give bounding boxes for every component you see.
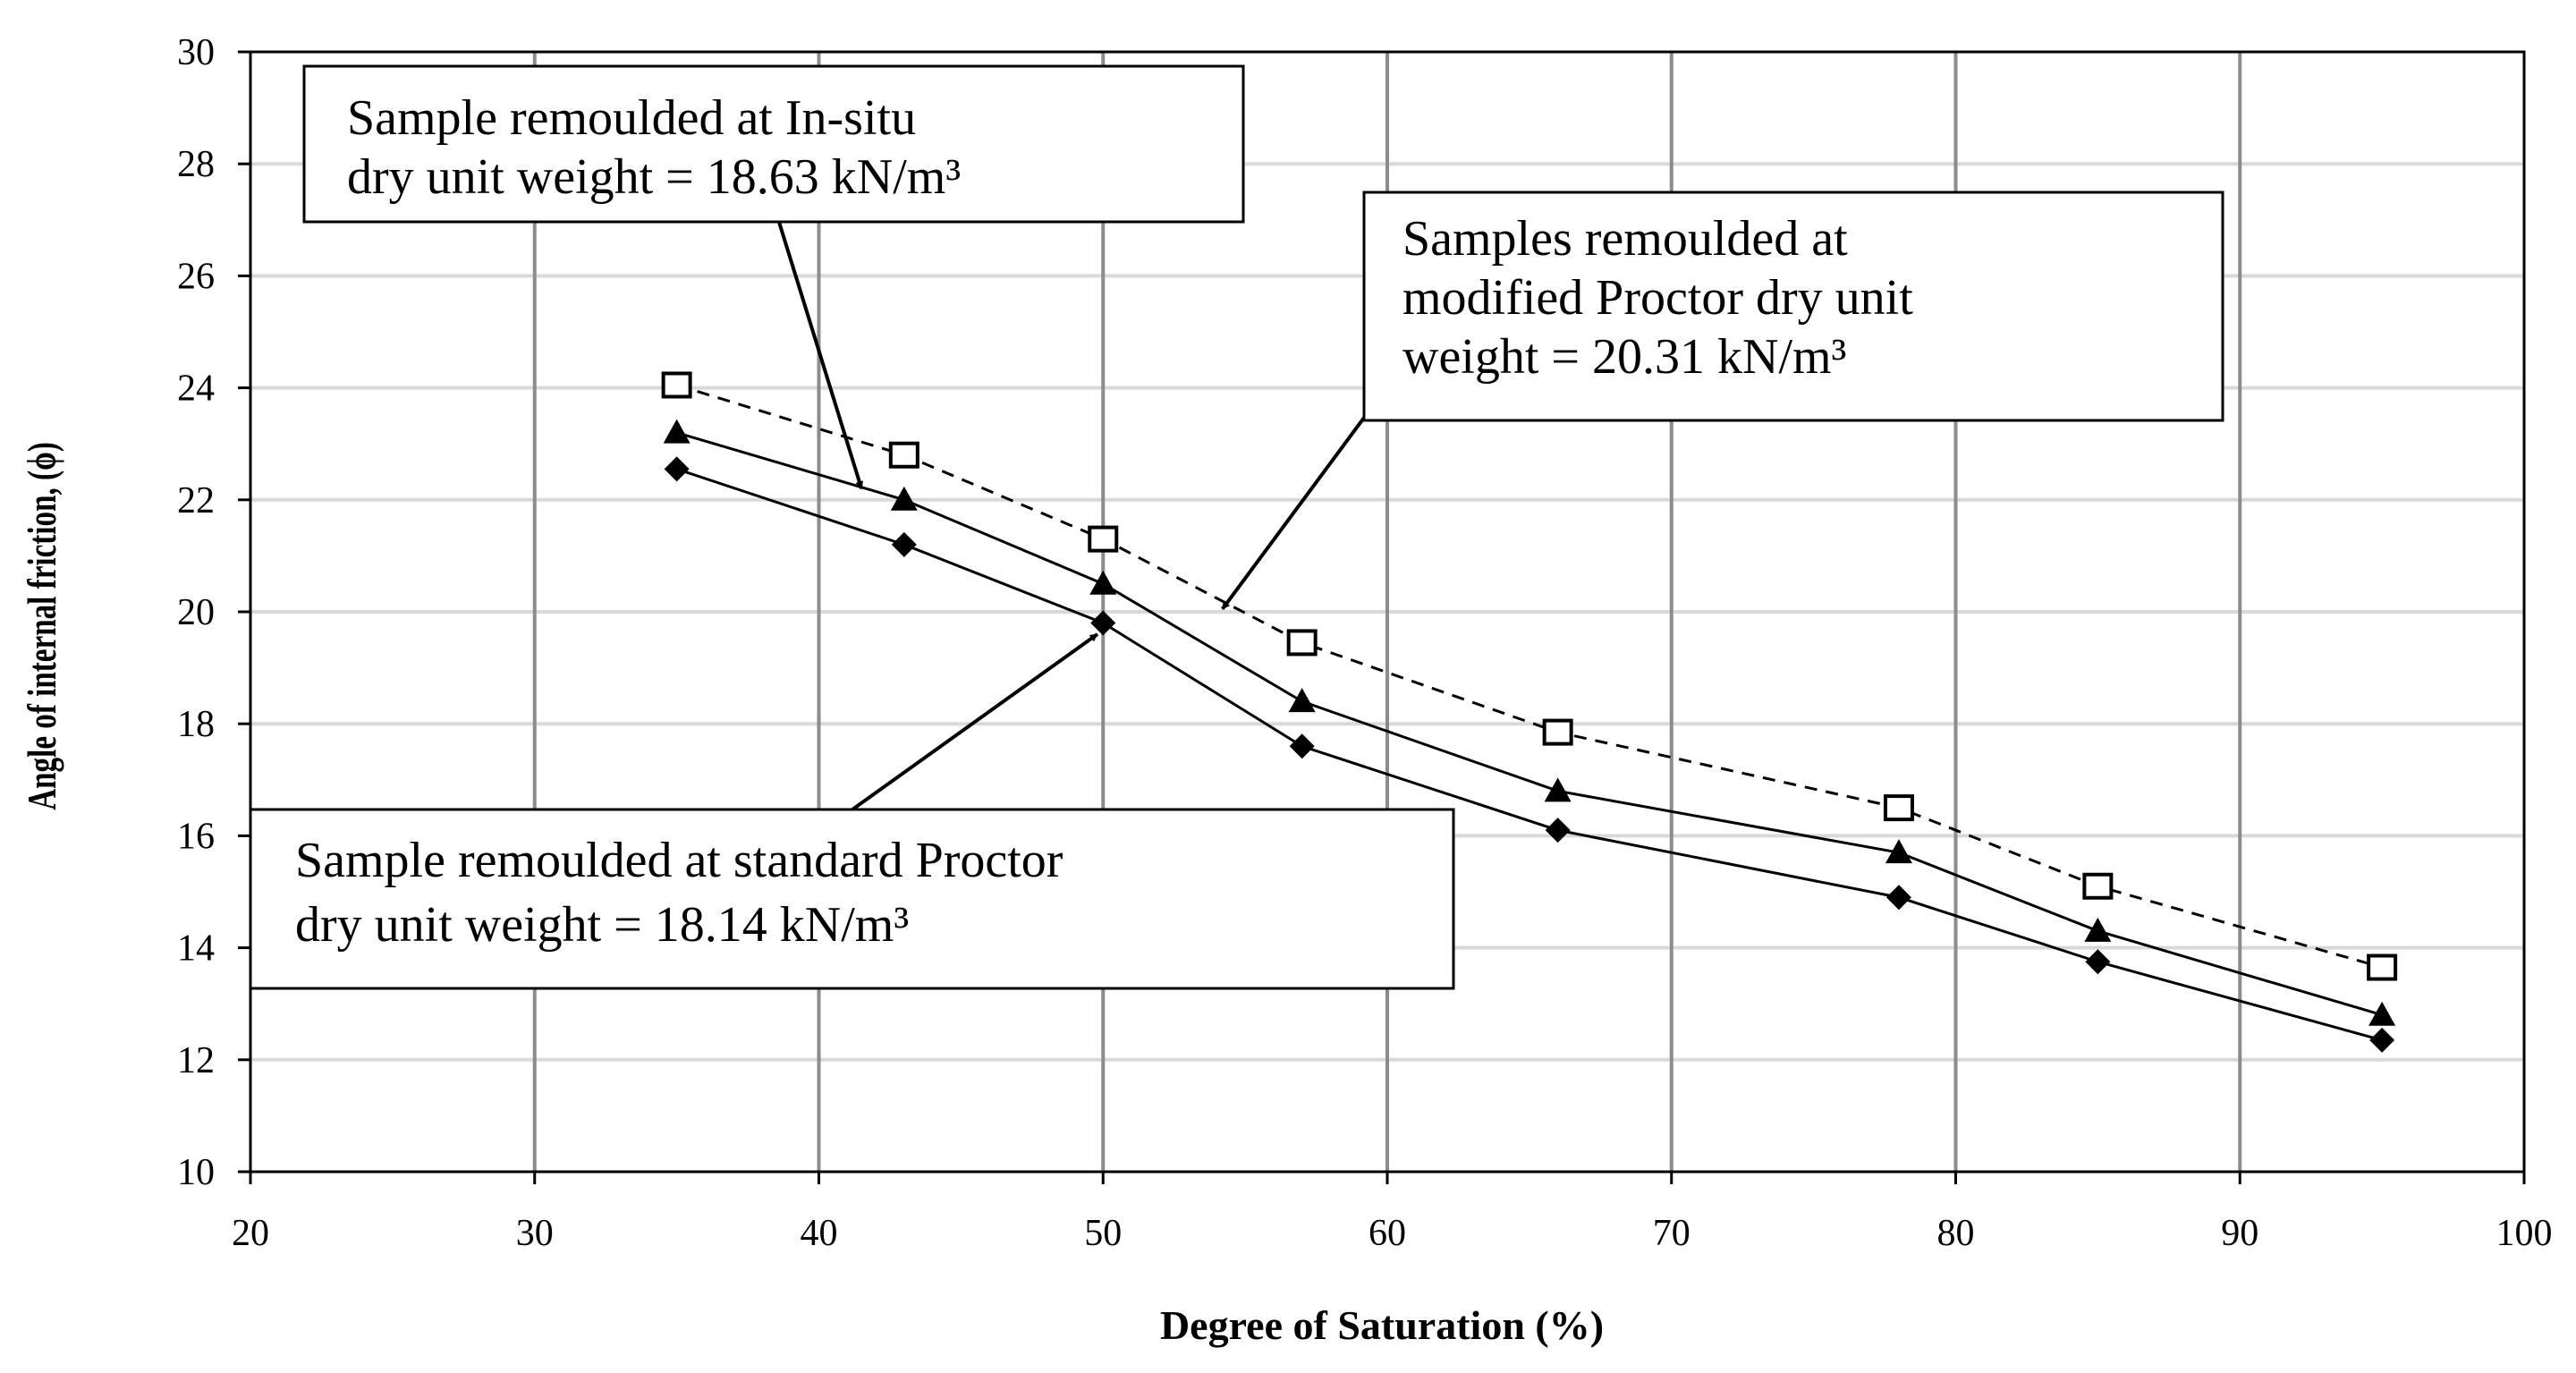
- annotation-arrow-modified: [1221, 416, 1366, 611]
- y-tick-label: 26: [177, 256, 215, 297]
- annotation-line: modified Proctor dry unit: [1402, 270, 1913, 326]
- x-tick-label: 80: [1937, 1213, 1975, 1254]
- data-point-diamond: [1545, 818, 1571, 843]
- x-tick-label: 50: [1084, 1213, 1122, 1254]
- data-point-square: [1286, 629, 1318, 657]
- x-tick-label: 30: [516, 1213, 554, 1254]
- data-point-square: [888, 441, 919, 469]
- annotation-arrow-standard: [851, 632, 1099, 811]
- x-axis-title: Degree of Saturation (%): [1160, 1302, 1604, 1348]
- data-point-square: [2082, 872, 2114, 900]
- annotation-box: [249, 808, 1455, 990]
- series-open-square: [661, 371, 2398, 981]
- y-tick-label: 16: [177, 816, 215, 857]
- data-point-triangle: [2084, 917, 2112, 942]
- annotation-line: dry unit weight = 18.14 kN/m³: [295, 897, 909, 953]
- data-point-diamond: [891, 531, 917, 557]
- series-line: [676, 467, 2383, 1042]
- y-axis-title: Angle of internal friction, (ϕ): [19, 442, 65, 810]
- data-point-diamond: [2085, 949, 2111, 975]
- x-tick-label: 20: [232, 1213, 269, 1254]
- data-point-diamond: [664, 456, 690, 482]
- data-point-square: [2367, 953, 2398, 981]
- data-point-triangle: [1544, 777, 1572, 802]
- axis-ticks: 10 12 14 16 18 20 22 24 26 28 30 20 30 40 50 60 70 80 90 10…: [177, 32, 2553, 1254]
- y-tick-label: 14: [177, 928, 215, 970]
- series-line: [676, 431, 2383, 1017]
- data-point-triangle: [1089, 570, 1117, 595]
- data-point-square: [1542, 718, 1573, 746]
- data-point-triangle: [1885, 839, 1912, 864]
- series-layer: [661, 371, 2398, 1053]
- series-triangle: [663, 419, 2396, 1026]
- x-tick-label: 60: [1368, 1213, 1406, 1254]
- x-tick-label: 90: [2221, 1213, 2258, 1254]
- y-tick-label: 24: [177, 369, 215, 410]
- data-point-triangle: [1288, 688, 1316, 713]
- y-tick-label: 18: [177, 704, 215, 745]
- annotation-standard: Sample remoulded at standard Proctor dry …: [249, 808, 1455, 990]
- x-tick-label: 100: [2496, 1213, 2553, 1254]
- data-point-triangle: [2368, 1001, 2396, 1026]
- x-tick-label: 70: [1653, 1213, 1690, 1254]
- annotation-line: Sample remoulded at In-situ: [347, 90, 916, 146]
- data-point-diamond: [1090, 610, 1116, 636]
- annotation-line: Sample remoulded at standard Proctor: [295, 833, 1063, 888]
- series-diamond: [664, 456, 2395, 1053]
- annotation-box: [1362, 191, 2224, 422]
- y-tick-label: 12: [177, 1040, 215, 1081]
- data-point-diamond: [1885, 885, 1911, 911]
- y-tick-label: 22: [177, 480, 215, 521]
- data-point-triangle: [663, 419, 691, 444]
- data-point-triangle: [890, 486, 918, 511]
- data-point-diamond: [1289, 733, 1315, 759]
- annotation-arrows: [776, 218, 1366, 811]
- annotation-line: weight = 20.31 kN/m³: [1402, 329, 1846, 385]
- data-point-square: [661, 371, 692, 399]
- x-tick-label: 40: [801, 1213, 838, 1254]
- data-point-diamond: [2369, 1027, 2395, 1053]
- y-tick-label: 30: [177, 32, 215, 73]
- data-point-square: [1088, 525, 1119, 553]
- annotation-arrow-insitu: [776, 218, 864, 490]
- annotation-box: [302, 64, 1245, 224]
- y-tick-label: 28: [177, 144, 215, 185]
- y-tick-label: 10: [177, 1152, 215, 1193]
- annotation-line: dry unit weight = 18.63 kN/m³: [347, 149, 961, 205]
- data-point-square: [1883, 794, 1914, 822]
- annotation-line: Samples remoulded at: [1402, 211, 1848, 267]
- y-tick-label: 20: [177, 592, 215, 633]
